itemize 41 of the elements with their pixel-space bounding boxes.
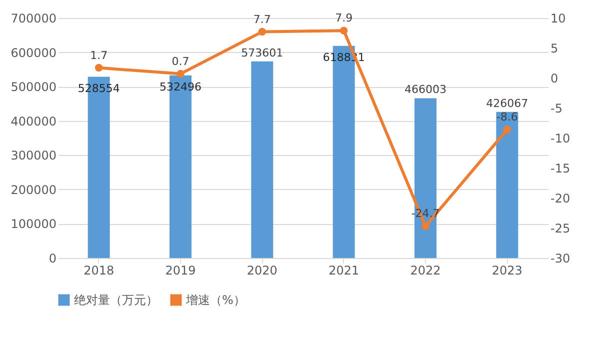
bar (496, 112, 518, 258)
data-label: 0.7 (172, 54, 190, 68)
y-tick-label: 400000 (10, 114, 56, 128)
y-tick-label: 300000 (10, 148, 56, 163)
bar (251, 61, 274, 258)
point (340, 26, 348, 34)
y2-tick-label: 5 (550, 42, 558, 56)
point (176, 70, 184, 78)
legend-label: 增速（%） (185, 293, 246, 307)
point (258, 28, 266, 36)
legend-label: 绝对量（万元） (74, 293, 158, 307)
point (503, 126, 512, 134)
x-tick-label: 2022 (410, 264, 441, 278)
x-tick-label: 2021 (328, 264, 360, 278)
y2-tick-label: -30 (550, 252, 570, 266)
x-tick-label: 2019 (165, 264, 196, 278)
data-label: 466003 (404, 83, 446, 96)
point (94, 64, 103, 72)
y2-tick-label: -10 (550, 132, 570, 146)
data-label: 7.7 (253, 12, 271, 26)
y2-tick-label: -25 (550, 222, 570, 236)
y-tick-label: 700000 (10, 12, 56, 26)
x-tick-label: 2023 (492, 264, 522, 278)
y-tick-label: 600000 (10, 46, 56, 60)
data-label: -8.6 (496, 110, 518, 124)
y2-tick-label: -20 (550, 192, 570, 206)
data-label: 426067 (486, 96, 528, 110)
y-tick-label: 500000 (10, 80, 56, 94)
x-tick-label: 2020 (246, 264, 278, 278)
data-label: 573601 (241, 46, 284, 60)
data-label: 7.9 (335, 12, 353, 25)
data-label: 1.7 (90, 48, 108, 62)
y2-tick-label: 0 (550, 72, 558, 86)
x-tick-label: 2018 (84, 264, 114, 278)
y-tick-label: 100000 (10, 217, 56, 232)
y-tick-label: 0 (48, 252, 56, 266)
y2-tick-label: 10 (550, 12, 566, 26)
y2-tick-label: -15 (550, 162, 570, 176)
point (422, 222, 430, 230)
y-tick-label: 200000 (10, 182, 56, 197)
y2-tick-label: -5 (550, 102, 562, 116)
